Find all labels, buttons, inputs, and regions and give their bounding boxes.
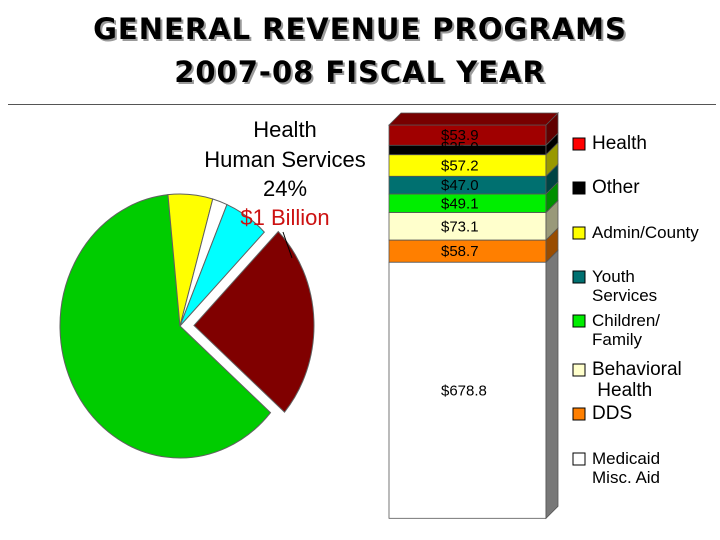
bar-value-label-7: $58.7 — [441, 243, 479, 260]
bar-value-label-2: $25.0 — [441, 139, 479, 156]
bar-top-face — [388, 112, 559, 126]
legend-label-5-line2: Family — [592, 330, 643, 349]
pie-callout-leader — [282, 231, 293, 259]
bar-value-label-6: $73.1 — [441, 218, 479, 235]
legend-swatch-7 — [572, 407, 586, 421]
legend-label-4-line1: Youth — [592, 267, 635, 286]
legend-swatch-8 — [572, 452, 586, 466]
bar-segment-6 — [388, 212, 547, 241]
legend-label-6-line1: Behavioral — [592, 359, 682, 380]
pie-slice-5 — [179, 203, 265, 327]
legend-label-4-line2: Services — [592, 286, 657, 305]
legend-label-6-line2: Health — [592, 380, 652, 401]
legend-swatch-6 — [572, 363, 586, 377]
legend-swatch-4 — [572, 270, 586, 284]
legend-label-7-line1: DDS — [592, 403, 632, 424]
bar-value-label-5: $49.1 — [441, 195, 479, 212]
legend-swatch-5 — [572, 314, 586, 328]
pie-callout-line1: Health — [253, 117, 317, 142]
title-divider — [8, 104, 716, 105]
bar-value-label-3: $57.2 — [441, 158, 479, 175]
bar-segment-side-8 — [545, 249, 559, 520]
legend-swatch-2 — [572, 181, 586, 195]
legend-label-8-line1: Medicaid — [592, 449, 660, 468]
bar-value-label-8: $678.8 — [441, 382, 487, 399]
pie-slice-2 — [59, 194, 272, 459]
pie-callout-line2: Human Services — [204, 147, 365, 172]
chart-title-line1: GENERAL REVENUE PROGRAMS — [93, 12, 627, 46]
pie-slice-1 — [193, 230, 315, 413]
pie-callout-line4: $1 Billion — [240, 205, 329, 230]
stacked-bar-chart: $53.9$25.0 $57.2 $47.0$49.1 $73.1 $58.7 $678.… — [388, 112, 559, 520]
chart-title-line2: 2007-08 FISCAL YEAR — [174, 55, 546, 89]
legend-swatch-3 — [572, 226, 586, 240]
legend-label-2-line1: Other — [592, 177, 640, 198]
legend-swatch-1 — [572, 137, 586, 151]
bar-value-label-4: $47.0 — [441, 177, 479, 194]
bar-value-label-1: $53.9 — [441, 127, 479, 144]
legend-label-1-line1: Health — [592, 133, 647, 154]
pie-callout-line3: 24% — [263, 176, 307, 201]
pie-chart — [59, 193, 315, 459]
pie-callout: Health Human Services 24% $1 Billion — [204, 117, 366, 259]
legend-label-3-line1: Admin/County — [592, 223, 699, 242]
bar-segment-8 — [388, 261, 547, 519]
legend-label-5-line1: Children/ — [592, 311, 660, 330]
legend-label-8-line2: Misc. Aid — [592, 468, 660, 487]
